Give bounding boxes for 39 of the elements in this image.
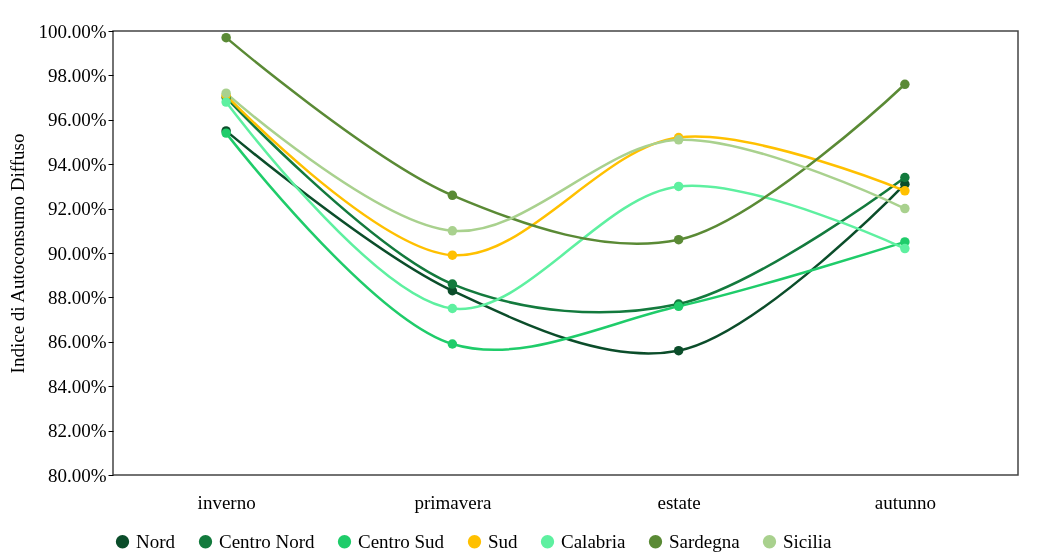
x-tick-label: autunno (874, 491, 936, 513)
y-tick-label: 94.00% (47, 153, 107, 175)
legend-label: Centro Nord (219, 530, 316, 552)
y-axis-title: Indice di Autoconsumo Diffuso (7, 133, 29, 374)
y-tick-label: 82.00% (47, 420, 107, 442)
legend-label: Nord (136, 530, 176, 552)
y-tick-label: 90.00% (47, 242, 107, 264)
y-tick-label: 86.00% (47, 331, 107, 353)
point (673, 181, 684, 192)
point (900, 186, 910, 196)
legend-label: Centro Sud (358, 530, 445, 552)
point (447, 279, 458, 289)
point (900, 79, 910, 90)
x-tick-label: primavera (414, 491, 492, 513)
legend-label: Sardegna (669, 530, 741, 552)
point (447, 303, 458, 314)
x-tick-label: estate (657, 491, 701, 513)
point (900, 203, 910, 214)
y-tick-label: 100.00% (38, 20, 107, 42)
point (900, 172, 910, 183)
point (221, 97, 231, 107)
point (447, 250, 458, 260)
legend-label: Sicilia (783, 530, 833, 552)
point (447, 190, 458, 201)
y-tick-label: 80.00% (47, 464, 107, 486)
point (447, 339, 458, 349)
point (900, 243, 910, 254)
y-tick-label: 98.00% (47, 64, 107, 86)
y-tick-label: 96.00% (47, 109, 107, 131)
x-tick-label: inverno (197, 491, 256, 513)
y-tick-label: 88.00% (47, 286, 107, 308)
y-tick-label: 84.00% (47, 375, 107, 397)
legend-label: Calabria (561, 530, 626, 552)
legend-label: Sud (488, 530, 519, 552)
y-tick-label: 92.00% (47, 198, 107, 220)
point (447, 226, 458, 236)
point (221, 32, 231, 43)
point (673, 345, 684, 356)
point (673, 234, 684, 245)
